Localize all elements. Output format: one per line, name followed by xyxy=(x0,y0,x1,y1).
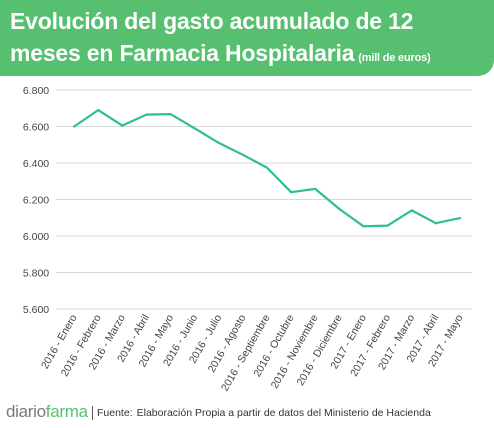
data-point xyxy=(121,124,124,127)
footer: diariofarma Fuente: Elaboración Propia a … xyxy=(0,400,494,428)
brand-part-2: farma xyxy=(45,402,88,421)
chart-title-unit: (mill de euros) xyxy=(358,52,431,64)
data-point xyxy=(217,141,220,145)
data-point xyxy=(434,222,437,225)
chart-title-line-1: Evolución del gasto acumulado de 12 xyxy=(10,8,414,34)
y-tick-label: 6.600 xyxy=(23,122,49,134)
y-tick-label: 5.600 xyxy=(23,304,49,316)
gridlines xyxy=(56,89,472,310)
data-point xyxy=(410,209,413,212)
source-note: Fuente: Elaboración Propia a partir de da… xyxy=(97,407,431,419)
chart-title-line-2: meses en Farmacia Hospitalaria (mill de e… xyxy=(10,39,431,72)
brand-logo: diariofarma xyxy=(6,402,88,422)
data-point xyxy=(290,191,293,194)
title-banner: Evolución del gasto acumulado de 12 mese… xyxy=(0,0,494,76)
source-text: Elaboración Propia a partir de datos del… xyxy=(136,407,431,419)
data-point xyxy=(241,153,244,156)
y-tick-label: 5.800 xyxy=(23,268,49,280)
data-point xyxy=(265,166,269,169)
chart-title-line-2-text: meses en Farmacia Hospitalaria xyxy=(10,40,355,66)
y-tick-label: 6.400 xyxy=(23,158,49,170)
series-layer xyxy=(72,108,462,228)
line-chart: 5.600 5.800 6.000 6.200 6.400 6.600 6.800 2016… xyxy=(23,85,472,393)
data-point xyxy=(338,207,341,211)
y-tick-label: 6.000 xyxy=(23,231,49,243)
y-axis-ticks: 5.600 5.800 6.000 6.200 6.400 6.600 6.800 xyxy=(23,85,49,316)
footer-divider xyxy=(92,406,93,420)
y-tick-label: 6.800 xyxy=(23,85,49,97)
brand-part-1: diario xyxy=(6,402,46,421)
data-point xyxy=(386,224,389,227)
source-label: Fuente: xyxy=(97,407,133,419)
y-tick-label: 6.200 xyxy=(23,195,49,207)
data-point xyxy=(97,108,100,112)
data-point xyxy=(193,127,196,130)
data-point xyxy=(169,112,172,116)
data-point xyxy=(362,225,365,228)
data-point xyxy=(314,187,317,191)
data-point xyxy=(458,217,462,220)
data-point xyxy=(72,125,76,128)
data-point xyxy=(145,113,148,116)
